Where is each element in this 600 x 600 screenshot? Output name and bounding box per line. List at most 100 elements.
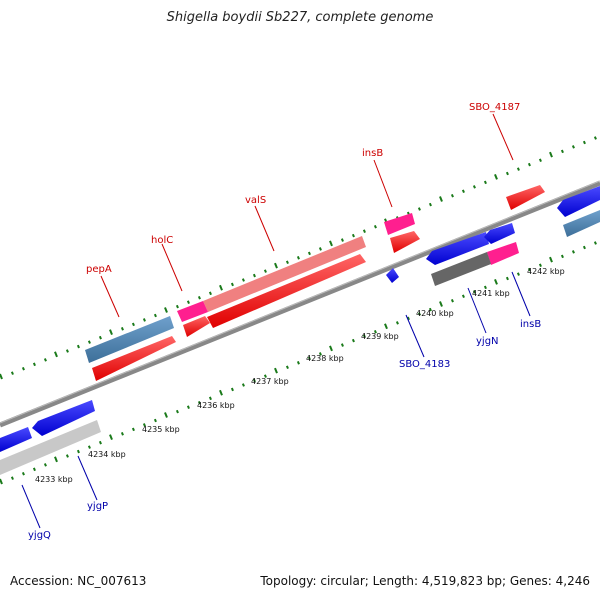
gene-SBO_4187-forward[interactable]	[506, 185, 545, 210]
tick-mark	[43, 358, 47, 362]
scale-label-4237: 4237 kbp	[251, 377, 289, 386]
tick-mark	[329, 345, 333, 352]
tick-mark	[582, 245, 586, 250]
tick-mark	[142, 423, 146, 427]
scale-label-4235: 4235 kbp	[142, 425, 180, 434]
tick-mark	[10, 476, 14, 480]
tick-mark	[351, 338, 355, 343]
tick-mark	[318, 247, 322, 251]
gene-valS-forward[interactable]	[207, 254, 366, 328]
tick-mark	[241, 278, 245, 282]
tick-mark	[516, 167, 520, 171]
feature-insB-bottom-pink[interactable]	[487, 242, 519, 265]
tick-mark	[230, 282, 234, 287]
tick-mark	[318, 352, 322, 356]
tick-mark	[406, 316, 410, 321]
feature-holC-pink[interactable]	[177, 301, 208, 322]
tick-mark	[549, 151, 553, 158]
tick-mark	[461, 294, 465, 299]
tick-mark	[274, 262, 278, 269]
tick-mark	[593, 136, 597, 140]
tick-mark	[21, 366, 25, 371]
gene-reverse-right[interactable]	[557, 186, 600, 217]
tick-mark	[450, 193, 454, 198]
tick-mark	[340, 343, 344, 347]
tick-mark	[65, 454, 69, 458]
tick-mark	[76, 449, 80, 454]
tick-mark	[241, 383, 245, 387]
tick-mark	[527, 267, 531, 272]
tick-mark	[109, 329, 113, 336]
feature-insB-top-pink[interactable]	[384, 213, 415, 235]
tick-mark	[296, 256, 300, 260]
label-yjgN: yjgN	[476, 336, 499, 347]
tick-mark	[329, 240, 333, 247]
tick-mark	[164, 412, 168, 418]
gene-yjgN-reverse-1[interactable]	[426, 232, 489, 265]
tick-mark	[472, 185, 476, 189]
tick-mark	[395, 321, 399, 325]
tick-mark	[571, 250, 575, 254]
connector-insB-bottom	[511, 271, 531, 317]
tick-mark	[263, 374, 267, 378]
gene-SBO_4183-reverse[interactable]	[386, 268, 399, 283]
tick-mark	[175, 304, 179, 309]
gene-yjgN-reverse-2[interactable]	[484, 223, 515, 244]
tick-mark	[54, 351, 58, 358]
tick-mark	[417, 207, 421, 211]
scale-label-4240: 4240 kbp	[416, 309, 454, 318]
accession-text: Accession: NC_007613	[10, 574, 147, 588]
connector-pepA	[100, 275, 120, 318]
tick-mark	[439, 196, 443, 202]
tick-mark	[483, 180, 487, 185]
tick-mark	[252, 273, 256, 278]
tick-mark	[164, 307, 168, 313]
map-title: Shigella boydii Sb227, complete genome	[166, 10, 434, 25]
tick-mark	[494, 173, 498, 180]
tick-mark	[351, 233, 355, 238]
inner-tick-ring	[0, 241, 597, 485]
tick-mark	[219, 389, 223, 396]
tick-mark	[384, 323, 388, 330]
gene-yjgQ-reverse[interactable]	[0, 427, 32, 452]
tick-mark	[109, 434, 113, 441]
tick-mark	[43, 463, 47, 467]
tick-mark	[428, 202, 432, 207]
feature-valS-salmon[interactable]	[203, 236, 366, 312]
connector-yjgP	[77, 455, 98, 501]
feature-steel-right[interactable]	[563, 210, 600, 237]
tick-mark	[197, 295, 201, 300]
tick-mark	[98, 335, 102, 340]
tick-mark	[472, 290, 476, 294]
tick-mark	[340, 238, 344, 242]
tick-mark	[0, 478, 3, 485]
gene-yjgP-reverse[interactable]	[32, 400, 95, 436]
connector-holC	[161, 243, 183, 292]
tick-mark	[285, 365, 289, 370]
tick-mark	[428, 307, 432, 312]
feature-lightgrey-yjgP[interactable]	[0, 420, 101, 475]
genome-summary-text: Topology: circular; Length: 4,519,823 bp…	[260, 574, 590, 588]
connector-SBO_4187	[492, 113, 514, 161]
tick-mark	[21, 471, 25, 476]
feature-pepA-steel[interactable]	[85, 316, 174, 363]
gene-insB-top-forward[interactable]	[390, 231, 420, 253]
tick-mark	[571, 145, 575, 149]
tick-mark	[131, 427, 135, 432]
gene-holC-forward[interactable]	[183, 316, 210, 337]
tick-mark	[439, 301, 443, 307]
label-yjgP: yjgP	[87, 501, 108, 512]
tick-mark	[593, 241, 597, 245]
feature-grey-yjgN[interactable]	[431, 252, 491, 286]
gene-pepA-forward[interactable]	[92, 336, 176, 381]
tick-mark	[142, 318, 146, 322]
scale-label-4233: 4233 kbp	[35, 475, 73, 484]
tick-mark	[252, 378, 256, 383]
tick-mark	[197, 400, 201, 405]
tick-mark	[153, 418, 157, 423]
tick-mark	[296, 361, 300, 365]
tick-mark	[505, 171, 509, 176]
label-yjgQ: yjgQ	[28, 530, 51, 541]
connector-yjgQ	[21, 484, 41, 529]
tick-mark	[362, 334, 366, 338]
